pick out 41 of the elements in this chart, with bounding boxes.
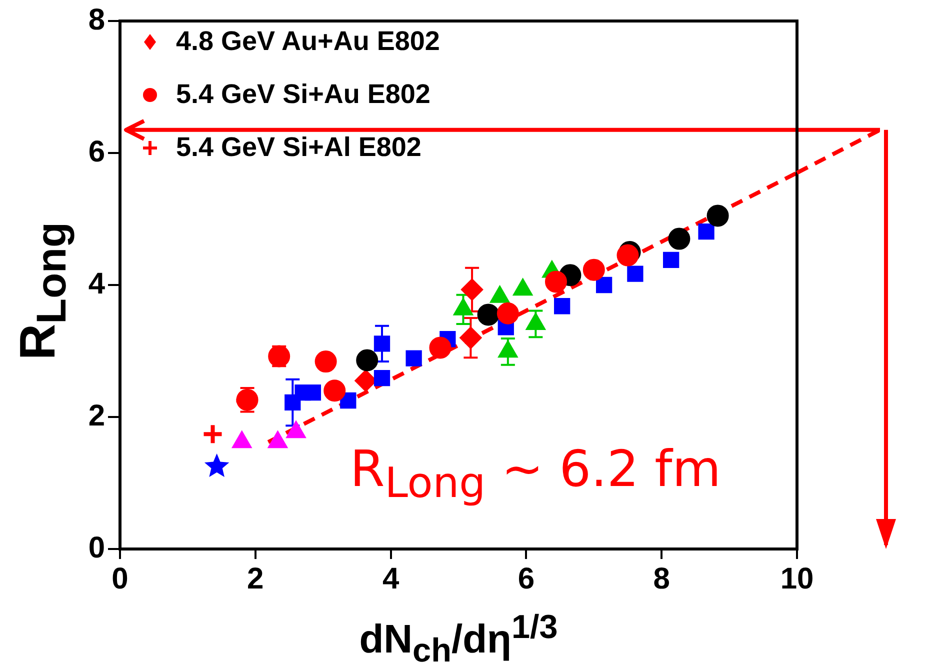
point (374, 370, 390, 386)
x-axis-title: dN$_{ch}$/dη$^{1/3}$ (358, 609, 559, 668)
point (314, 350, 337, 373)
x-tick-label: 6 (518, 562, 535, 596)
point (668, 228, 690, 250)
x-tick-label: 10 (780, 562, 814, 596)
legend-label: 5.4 GeV Si+Au E802 (176, 79, 430, 110)
y-tick-label: 8 (88, 3, 105, 36)
point (663, 252, 680, 268)
point (544, 270, 567, 293)
point (496, 302, 519, 324)
x-tick-label: 2 (247, 562, 264, 596)
y-tick-label: 0 (88, 531, 105, 564)
point (627, 266, 644, 282)
y-tick-label: 6 (88, 135, 105, 168)
point (429, 336, 452, 359)
point (698, 223, 714, 240)
legend-label: 4.8 GeV Au+Au E802 (176, 26, 440, 57)
point (596, 276, 612, 294)
point (202, 423, 224, 446)
point (304, 384, 322, 401)
x-tick-label: 8 (653, 562, 670, 596)
annotation: R$_{Long}$ ~ 6.2 fm (350, 440, 721, 507)
y-tick-label: 2 (88, 399, 105, 432)
point (706, 204, 729, 227)
point (616, 244, 639, 266)
point (284, 394, 301, 411)
point (582, 258, 605, 281)
point (460, 326, 482, 349)
point (554, 298, 570, 314)
point (374, 336, 390, 352)
y-tick-label: 4 (88, 267, 106, 300)
point (356, 349, 378, 372)
point (204, 454, 230, 478)
x-tick-label: 0 (112, 562, 128, 596)
point (324, 380, 346, 402)
point (406, 350, 422, 366)
x-tick-label: 4 (382, 562, 400, 596)
legend-label: 5.4 GeV Si+Al E802 (176, 132, 422, 163)
point (477, 304, 500, 326)
point (461, 278, 484, 301)
